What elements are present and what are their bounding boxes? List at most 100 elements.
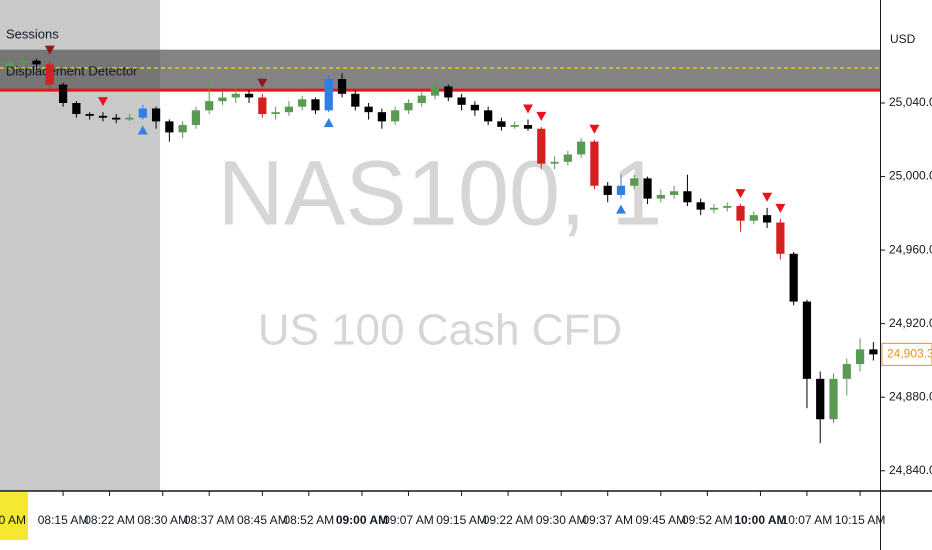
candle-body <box>669 191 679 195</box>
candle-body <box>510 125 519 127</box>
bearish-signal <box>775 203 786 213</box>
indicator-label: Sessions <box>6 26 59 41</box>
candle-body <box>484 110 493 122</box>
x-tick-label: 08:45 AM <box>237 513 288 527</box>
x-tick-label: 08:30 AM <box>137 513 188 527</box>
x-tick-label: 09:30 AM <box>536 513 587 527</box>
candle-body <box>244 93 254 98</box>
candle-body <box>776 222 785 254</box>
candle-body <box>311 99 320 111</box>
candle-body <box>377 112 387 122</box>
bullish-signal <box>323 118 334 128</box>
candle-body <box>417 95 426 103</box>
candle-body <box>789 253 798 302</box>
candle-body <box>19 60 28 63</box>
candle-body <box>191 110 201 126</box>
last-price-label: 24,903.3 <box>887 347 932 361</box>
bearish-signal <box>762 192 773 202</box>
candle-body <box>112 117 121 120</box>
cursor-time-box <box>0 492 28 540</box>
candle-body <box>497 121 506 127</box>
candle-body <box>723 205 732 208</box>
bullish-signal <box>137 125 148 135</box>
bearish-signal <box>97 97 108 107</box>
candle-body <box>444 86 453 98</box>
candle-body <box>762 215 772 223</box>
candle-body <box>218 97 227 102</box>
candle-body <box>577 141 586 155</box>
candle-body <box>563 154 572 162</box>
bearish-signal <box>523 104 533 114</box>
candle-body <box>298 99 307 107</box>
y-tick-label: 24,960.0 <box>889 242 932 256</box>
x-tick-label: 08:52 AM <box>283 513 334 527</box>
candle-body <box>470 104 479 111</box>
candle-body <box>590 141 599 186</box>
candle-body <box>656 194 665 199</box>
candle-body <box>324 79 333 111</box>
candle-body <box>616 185 626 195</box>
x-tick-label: 09:00 AM <box>336 513 388 527</box>
y-tick-label: 25,040.0 <box>889 95 932 109</box>
candle-body <box>337 79 347 94</box>
y-tick-label: 25,000.0 <box>889 169 932 183</box>
candle-body <box>231 93 240 98</box>
candle-body <box>5 62 15 67</box>
candle-body <box>165 121 174 133</box>
x-tick-label: 08:22 AM <box>84 513 135 527</box>
candle-body <box>58 84 68 103</box>
candle-body <box>98 115 108 118</box>
bearish-signal <box>735 189 746 199</box>
candle-body <box>258 97 267 115</box>
candle-body <box>32 60 41 65</box>
candle-body <box>364 106 373 113</box>
x-tick-label: 08:37 AM <box>184 513 235 527</box>
x-tick-label: 08:15 AM <box>38 513 89 527</box>
candle-body <box>683 191 692 203</box>
candle-body <box>430 86 440 96</box>
bearish-signal <box>44 45 55 55</box>
candle-body <box>537 128 546 164</box>
candle-body <box>45 64 54 85</box>
candle-body <box>842 364 851 379</box>
candle-body <box>869 349 878 355</box>
candle-body <box>736 205 745 221</box>
candle-body <box>125 117 134 120</box>
bullish-signal <box>615 204 626 214</box>
currency-label: USD <box>890 32 916 46</box>
x-tick-label: 09:37 AM <box>582 513 633 527</box>
candle-body <box>205 101 214 111</box>
cursor-time-label: 08:00 AM <box>0 513 26 527</box>
candle-body <box>550 161 559 164</box>
x-tick-label: 09:07 AM <box>383 513 434 527</box>
x-tick-label: 10:07 AM <box>782 513 833 527</box>
candle-body <box>404 102 413 111</box>
candle-body <box>696 202 705 210</box>
candle-body <box>178 125 187 133</box>
candle-body <box>829 378 838 420</box>
level-band <box>0 49 880 91</box>
candle-body <box>630 178 639 186</box>
x-tick-label: 09:15 AM <box>436 513 487 527</box>
last-price-box <box>881 342 932 366</box>
candle-body <box>72 102 81 115</box>
watermark-subtitle: US 100 Cash CFD <box>258 306 622 355</box>
bearish-signal <box>257 78 268 88</box>
plot-area: NAS100, 1 US 100 Cash CFD Sessions Displace… <box>0 0 880 491</box>
candle-body <box>802 301 812 379</box>
candle-body <box>151 108 161 122</box>
candle-body <box>855 349 865 365</box>
bearish-signal <box>589 124 600 134</box>
x-tick-label: 09:45 AM <box>635 513 686 527</box>
candle-body <box>351 93 360 107</box>
candle-body <box>816 378 825 420</box>
candle-body <box>709 207 719 210</box>
candle-body <box>603 185 612 195</box>
candle-body <box>391 110 400 122</box>
candle-body <box>457 97 466 105</box>
candle-body <box>523 125 533 129</box>
candle-body <box>271 112 280 115</box>
candle-body <box>138 108 147 118</box>
